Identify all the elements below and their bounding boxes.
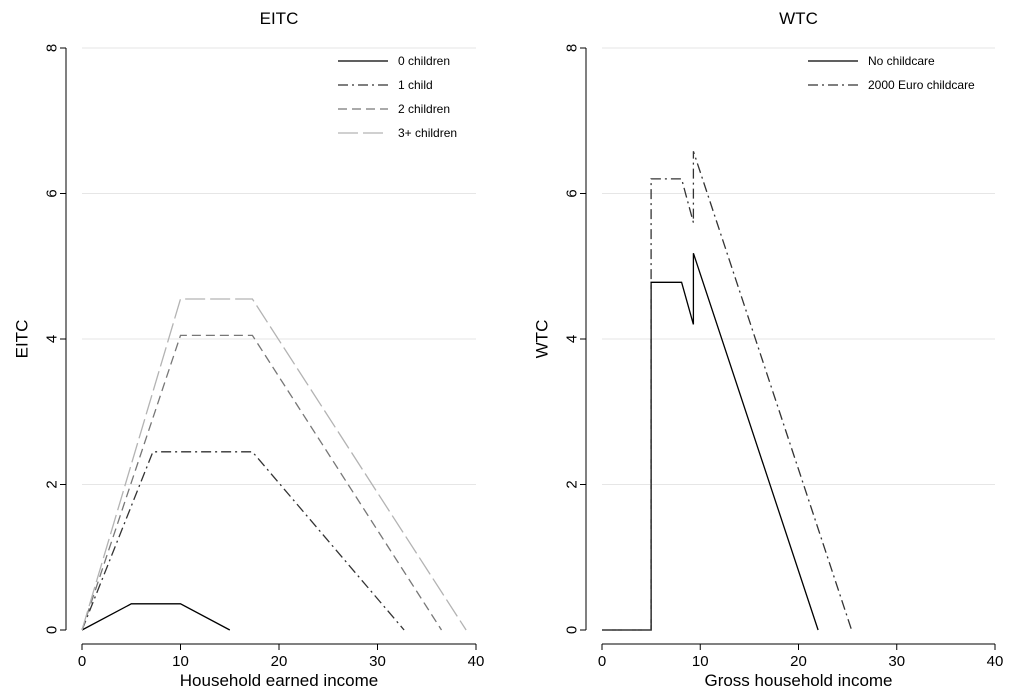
y-tick-label: 0 xyxy=(564,626,581,634)
y-axis-title: EITC xyxy=(13,320,32,359)
x-tick-label: 10 xyxy=(692,653,709,670)
y-tick-label: 8 xyxy=(44,44,61,52)
legend-label: 3+ children xyxy=(398,126,457,140)
x-tick-label: 10 xyxy=(172,653,189,670)
y-tick-label: 0 xyxy=(44,626,61,634)
x-tick-label: 40 xyxy=(468,653,485,670)
legend-label: 0 children xyxy=(398,54,450,68)
series-line-1-child xyxy=(81,451,405,631)
x-tick-label: 0 xyxy=(78,653,86,670)
x-axis-title: Household earned income xyxy=(180,671,378,690)
y-tick-label: 6 xyxy=(44,189,61,197)
y-tick-label: 8 xyxy=(564,44,581,52)
x-tick-label: 40 xyxy=(987,653,1004,670)
panel-wtc: 0 2 4 6 8 0 10 20 30 40 Gross household income WTC W… xyxy=(533,9,1004,690)
panel-eitc: 0 2 4 6 8 0 10 20 30 40 Household earned income EIT… xyxy=(13,9,485,690)
x-tick-label: 30 xyxy=(888,653,905,670)
legend-label: 2 children xyxy=(398,102,450,116)
legend-label: 2000 Euro childcare xyxy=(868,78,975,92)
series-line-2000-euro-childcare xyxy=(602,151,853,631)
y-tick-label: 6 xyxy=(564,189,581,197)
legend: 0 children 1 child 2 children 3+ children xyxy=(338,54,457,140)
y-tick-label: 2 xyxy=(44,480,61,488)
legend: No childcare 2000 Euro childcare xyxy=(808,54,975,92)
legend-label: No childcare xyxy=(868,54,935,68)
x-tick-label: 20 xyxy=(271,653,288,670)
chart-title: WTC xyxy=(779,9,818,28)
chart-title: EITC xyxy=(260,9,299,28)
series-line-2-children xyxy=(81,334,443,631)
y-axis-title: WTC xyxy=(533,320,552,359)
x-tick-label: 30 xyxy=(369,653,386,670)
series-line-0-children xyxy=(81,603,231,631)
y-tick-label: 2 xyxy=(564,480,581,488)
x-tick-label: 0 xyxy=(598,653,606,670)
x-tick-label: 20 xyxy=(790,653,807,670)
y-tick-label: 4 xyxy=(44,335,61,343)
series-line-no-childcare xyxy=(602,252,819,631)
y-tick-label: 4 xyxy=(564,335,581,343)
legend-label: 1 child xyxy=(398,78,433,92)
series-line-3-children xyxy=(81,298,467,631)
x-axis-title: Gross household income xyxy=(704,671,892,690)
